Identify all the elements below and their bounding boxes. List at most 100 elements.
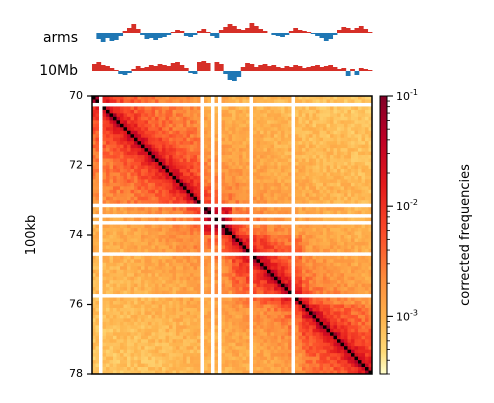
heatmap-cell <box>274 162 278 166</box>
heatmap-cell <box>144 120 149 125</box>
heatmap-cell <box>347 168 352 173</box>
heatmap-cell <box>92 266 96 271</box>
heatmap-cell <box>358 287 362 291</box>
heatmap-cell <box>225 266 229 271</box>
heatmap-cell <box>260 238 264 243</box>
heatmap-cell <box>302 235 306 239</box>
heatmap-cell <box>361 259 366 264</box>
heatmap-cell <box>326 228 331 232</box>
heatmap-cell <box>274 214 278 218</box>
heatmap-cell <box>246 175 250 180</box>
heatmap-cell <box>106 141 110 146</box>
heatmap-cell <box>242 193 247 198</box>
heatmap-cell <box>106 148 110 152</box>
heatmap-cell <box>232 137 236 142</box>
heatmap-cell <box>284 162 289 166</box>
heatmap-cell <box>186 155 191 159</box>
heatmap-cell <box>319 193 324 198</box>
heatmap-cell <box>319 144 324 149</box>
heatmap-cell <box>179 179 184 184</box>
heatmap-cell <box>368 221 373 225</box>
heatmap-cell <box>309 294 313 298</box>
heatmap-cell <box>288 200 292 205</box>
heatmap-cell <box>309 113 313 118</box>
heatmap-cell <box>165 123 170 128</box>
heatmap-cell <box>344 175 348 180</box>
heatmap-cell <box>323 221 327 225</box>
heatmap-cell <box>183 248 187 253</box>
heatmap-cell <box>347 193 352 198</box>
heatmap-cell <box>193 162 198 166</box>
heatmap-cell <box>204 248 208 253</box>
heatmap-cell <box>242 304 247 309</box>
heatmap-cell <box>190 266 194 271</box>
heatmap-cell <box>330 255 334 260</box>
heatmap-cell <box>242 273 247 278</box>
heatmap-cell <box>183 148 187 152</box>
heatmap-cell <box>204 200 208 205</box>
heatmap-cell <box>260 224 264 229</box>
heatmap-cell <box>288 255 292 260</box>
heatmap-cell <box>361 196 366 201</box>
heatmap-cell <box>99 287 103 291</box>
heatmap-cell <box>197 245 201 250</box>
heatmap-cell <box>165 210 170 215</box>
heatmap-cell <box>249 241 254 246</box>
heatmap-cell <box>235 269 240 274</box>
heatmap-cell <box>344 297 348 302</box>
heatmap-cell <box>207 106 212 111</box>
heatmap-cell <box>288 196 292 201</box>
heatmap-cell <box>162 294 166 298</box>
heatmap-cell <box>204 290 208 295</box>
heatmap-cell <box>291 196 296 201</box>
heatmap-cell <box>113 151 117 156</box>
heatmap-cell <box>274 186 278 191</box>
heatmap-cell <box>172 276 177 281</box>
heatmap-cell <box>134 231 138 236</box>
heatmap-cell <box>204 189 208 194</box>
heatmap-cell <box>109 130 114 135</box>
heatmap-cell <box>242 283 247 288</box>
track-bar <box>109 68 115 71</box>
heatmap-cell <box>270 134 275 139</box>
heatmap-cell <box>183 102 187 107</box>
heatmap-cell <box>253 113 257 118</box>
heatmap-cell <box>141 297 145 302</box>
heatmap-cell <box>113 193 117 198</box>
heatmap-cell <box>130 96 135 100</box>
heatmap-cell <box>204 304 208 309</box>
heatmap-cell <box>151 231 156 236</box>
heatmap-cell <box>319 123 324 128</box>
track-bar <box>232 71 237 81</box>
heatmap-cell <box>358 269 362 274</box>
heatmap-cell <box>277 96 282 100</box>
heatmap-cell <box>246 294 250 298</box>
heatmap-cell <box>92 200 96 205</box>
heatmap-cell <box>316 130 320 135</box>
heatmap-cell <box>190 179 194 184</box>
heatmap-cell <box>109 255 114 260</box>
heatmap-cell <box>158 203 163 208</box>
heatmap-cell <box>155 162 159 166</box>
heatmap-cell <box>316 113 320 118</box>
heatmap-cell <box>288 269 292 274</box>
heatmap-cell <box>141 238 145 243</box>
heatmap-cell <box>326 301 331 305</box>
heatmap-cell <box>211 266 215 271</box>
heatmap-cell <box>113 96 117 100</box>
heatmap-cell <box>169 252 173 257</box>
heatmap-cell <box>102 262 107 267</box>
heatmap-cell <box>162 179 166 184</box>
heatmap-cell <box>214 280 219 285</box>
heatmap-cell <box>144 134 149 139</box>
track-bar <box>262 31 268 33</box>
heatmap-cell <box>253 106 257 111</box>
heatmap-cell <box>123 207 128 212</box>
heatmap-cell <box>267 217 271 222</box>
heatmap-cell <box>169 155 173 159</box>
heatmap-cell <box>200 273 205 278</box>
track-bar <box>328 65 334 71</box>
heatmap-cell <box>253 255 257 260</box>
heatmap-cell <box>326 280 331 285</box>
heatmap-cell <box>365 276 369 281</box>
